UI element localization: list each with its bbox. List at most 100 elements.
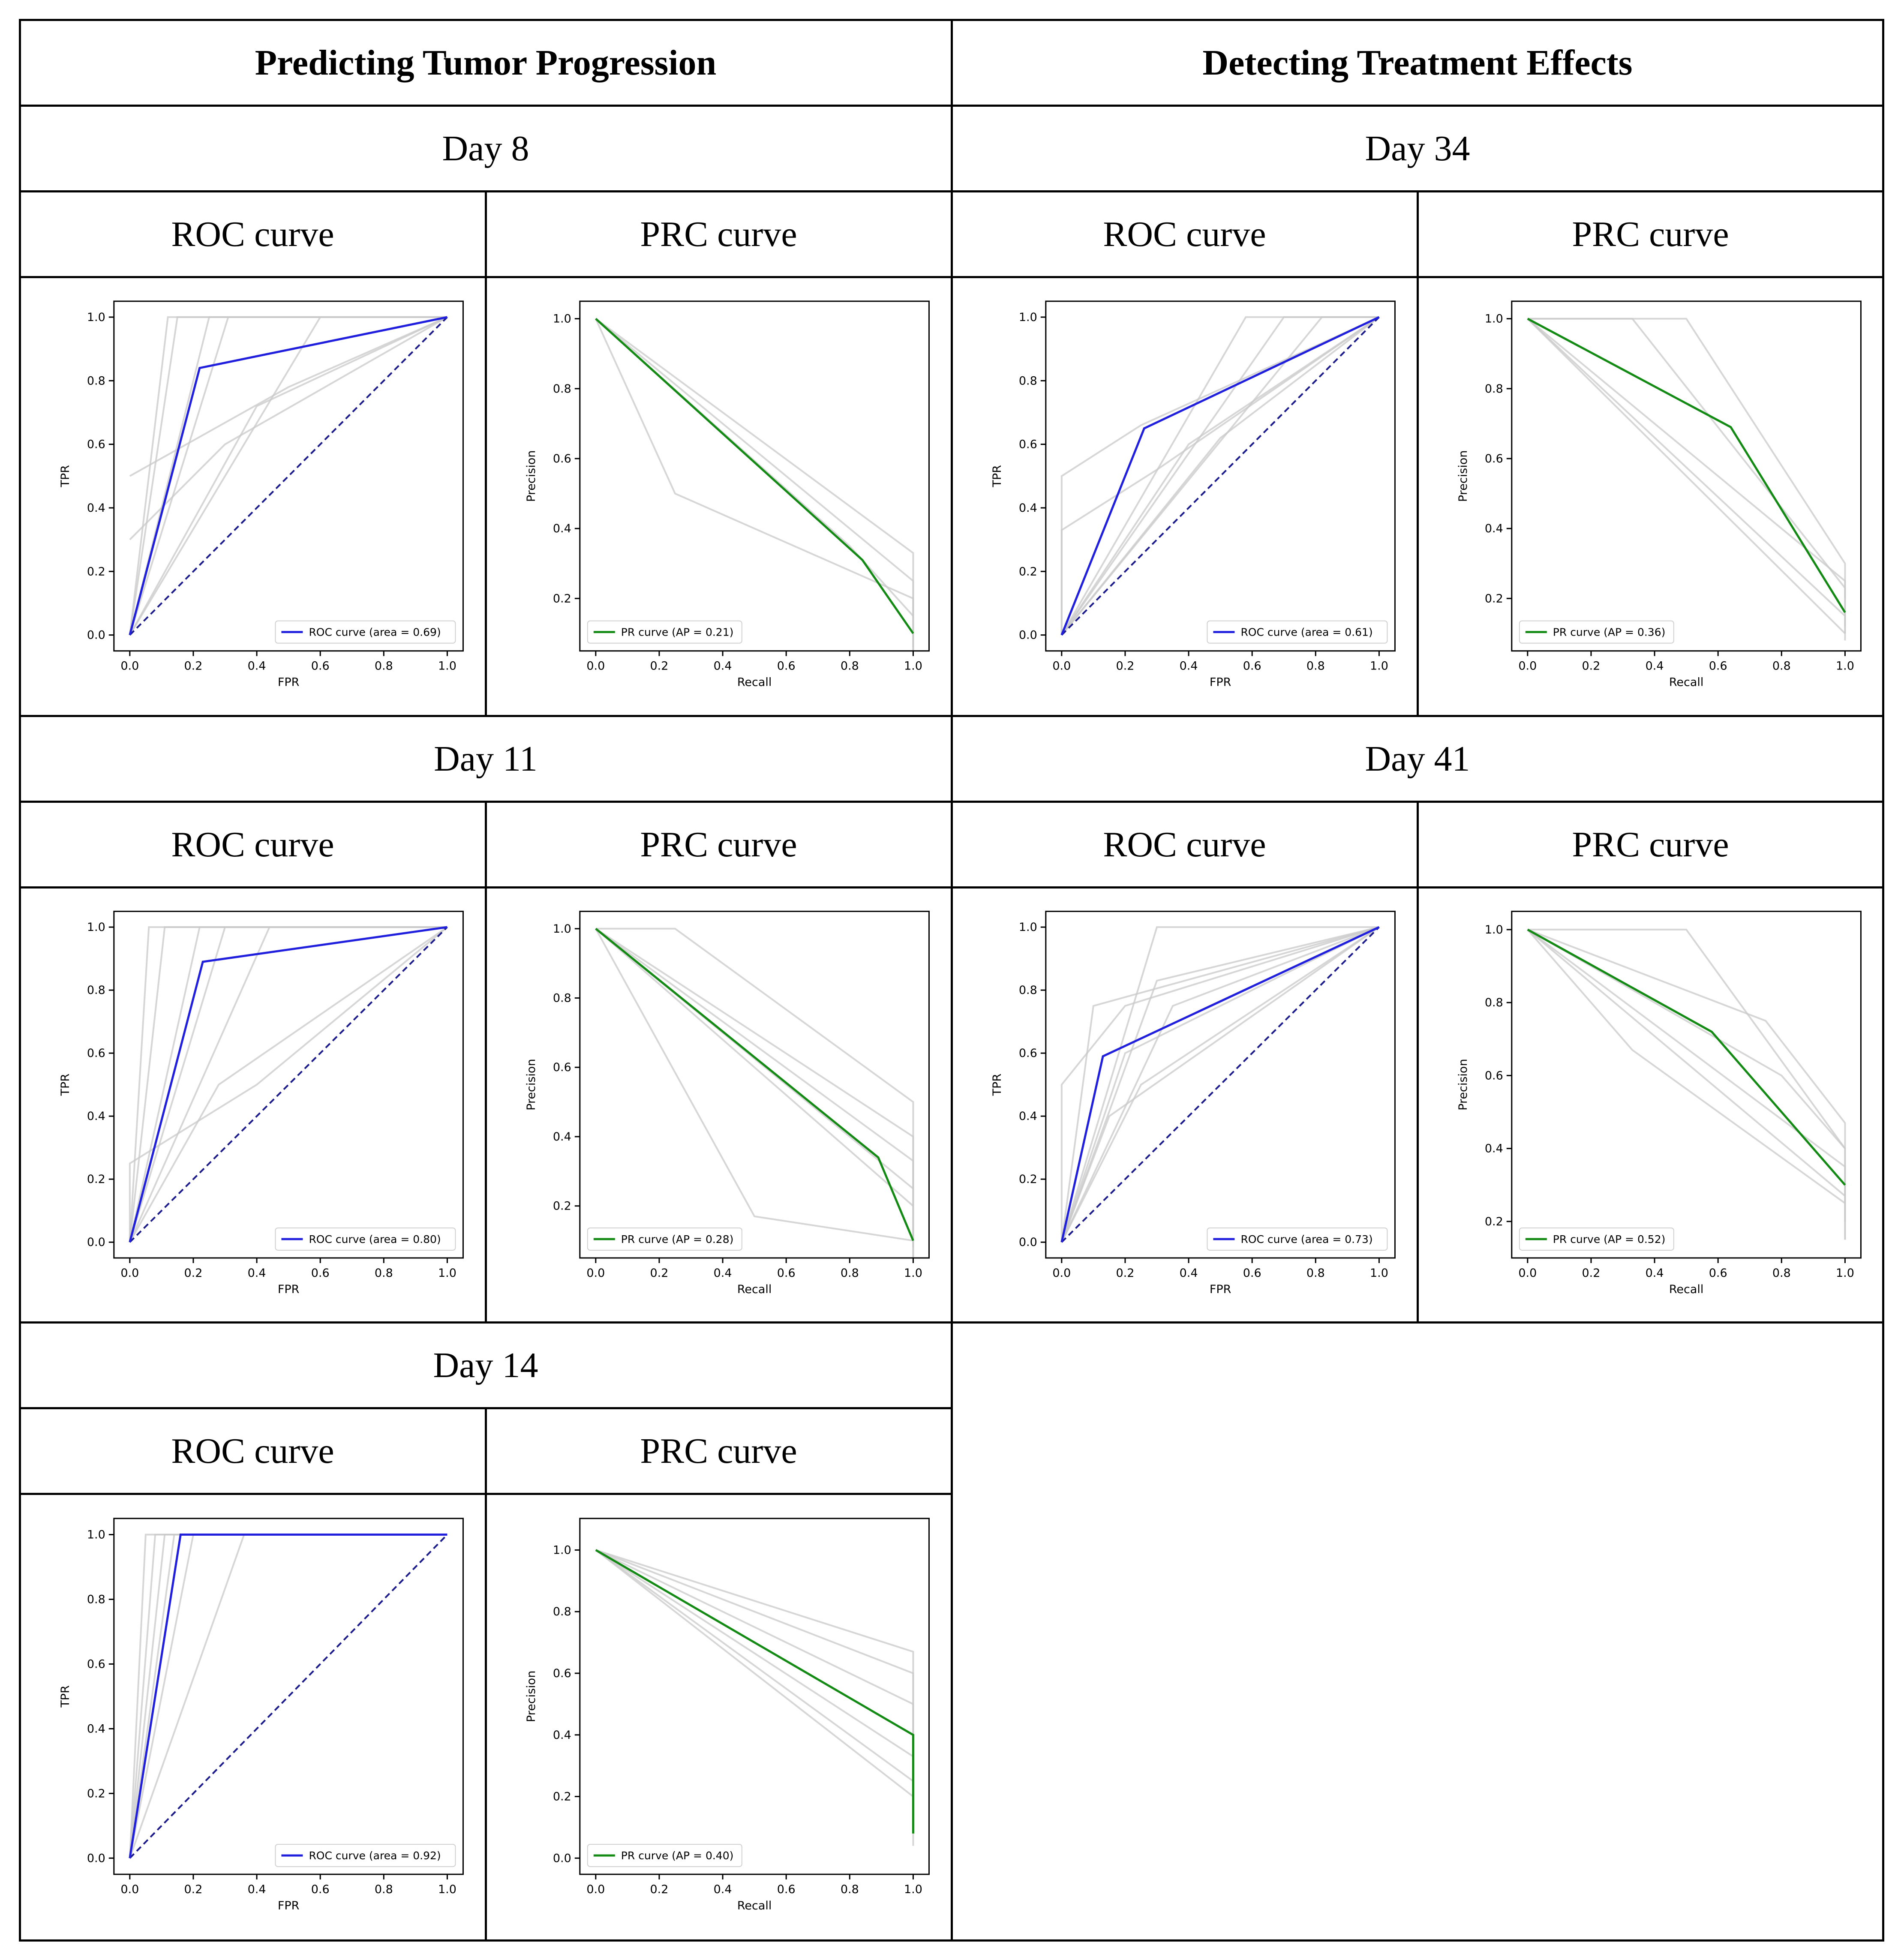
y-tick-label: 0.4 bbox=[1485, 522, 1503, 535]
legend-label: PR curve (AP = 0.36) bbox=[1553, 626, 1666, 639]
legend-box bbox=[587, 1844, 742, 1867]
y-tick-label: 0.4 bbox=[553, 1130, 571, 1144]
y-tick-label: 0.2 bbox=[553, 1790, 571, 1804]
background-curve bbox=[595, 1549, 914, 1812]
x-tick-label: 0.2 bbox=[184, 660, 202, 673]
x-axis-label: FPR bbox=[278, 1899, 300, 1912]
y-tick-label: 0.0 bbox=[87, 629, 105, 642]
roc-title-d8: ROC curve bbox=[171, 214, 334, 254]
y-tick-label: 1.0 bbox=[87, 921, 105, 934]
x-tick-label: 0.6 bbox=[1709, 660, 1727, 673]
background-curve bbox=[129, 316, 447, 636]
axes-frame bbox=[579, 300, 930, 652]
legend-box bbox=[1207, 1227, 1388, 1251]
roc-title-d41: ROC curve bbox=[1103, 824, 1266, 864]
y-tick-label: 0.8 bbox=[553, 992, 571, 1005]
x-tick-label: 0.2 bbox=[1116, 660, 1134, 673]
y-tick-label: 0.2 bbox=[553, 592, 571, 605]
y-tick-label: 0.4 bbox=[87, 501, 105, 515]
roc-title-d11: ROC curve bbox=[171, 824, 334, 864]
pr-curve-line bbox=[595, 318, 914, 634]
axes-frame bbox=[579, 1518, 930, 1875]
y-tick-label: 0.6 bbox=[553, 1667, 571, 1680]
x-tick-label: 0.0 bbox=[1052, 660, 1071, 673]
background-curve bbox=[1060, 926, 1379, 1243]
roc-curve-line bbox=[129, 316, 447, 636]
y-tick-label: 1.0 bbox=[1485, 923, 1503, 936]
x-tick-label: 1.0 bbox=[1836, 1267, 1854, 1280]
grid-line bbox=[951, 19, 953, 1942]
x-tick-label: 0.8 bbox=[375, 1267, 393, 1280]
x-tick-label: 0.8 bbox=[841, 1883, 859, 1896]
legend-box bbox=[275, 1844, 456, 1867]
y-tick-label: 0.2 bbox=[1485, 1215, 1503, 1228]
background-curve bbox=[595, 928, 914, 1258]
y-tick-label: 0.6 bbox=[1485, 452, 1503, 465]
legend-box bbox=[1519, 1227, 1674, 1251]
chart-d41-prc: 0.0 0.2 0.4 0.6 0.8 1.0 0.2 0.4 0.6 0.8 1.0 Recall P… bbox=[1457, 910, 1862, 1296]
legend-label: ROC curve (area = 0.73) bbox=[1240, 1233, 1372, 1246]
background-curve bbox=[1061, 316, 1379, 636]
x-tick-label: 0.2 bbox=[650, 1883, 668, 1896]
prc-title-d41: PRC curve bbox=[1572, 824, 1729, 864]
y-tick-label: 0.4 bbox=[87, 1722, 105, 1735]
grid-line bbox=[485, 801, 487, 1323]
background-curve bbox=[129, 316, 447, 636]
legend-label: PR curve (AP = 0.28) bbox=[621, 1233, 734, 1246]
y-tick-label: 0.0 bbox=[553, 1852, 571, 1865]
x-axis-label: Recall bbox=[737, 676, 772, 689]
y-axis-label: TPR bbox=[59, 1685, 72, 1708]
background-curve bbox=[129, 316, 448, 636]
chart-d8-roc: 0.0 0.2 0.4 0.6 0.8 1.0 0.0 0.2 0.4 0.6 0.8 1.0 FPR T… bbox=[59, 300, 464, 689]
x-tick-label: 0.0 bbox=[1518, 1267, 1537, 1280]
x-tick-label: 0.8 bbox=[841, 660, 859, 673]
x-tick-label: 0.2 bbox=[1116, 1267, 1134, 1280]
y-tick-label: 0.4 bbox=[1019, 1110, 1037, 1123]
x-tick-label: 1.0 bbox=[1370, 660, 1388, 673]
grid-line bbox=[1417, 801, 1419, 1323]
background-curve bbox=[595, 318, 914, 633]
y-axis-label: TPR bbox=[991, 465, 1004, 488]
x-tick-label: 0.4 bbox=[248, 660, 266, 673]
y-tick-label: 0.8 bbox=[87, 984, 105, 997]
day-41-label: Day 41 bbox=[1365, 738, 1470, 779]
x-tick-label: 0.4 bbox=[248, 1883, 266, 1896]
x-tick-label: 0.6 bbox=[777, 1883, 796, 1896]
x-tick-label: 0.4 bbox=[1180, 1267, 1198, 1280]
y-tick-label: 1.0 bbox=[87, 311, 105, 324]
y-tick-label: 0.8 bbox=[553, 1605, 571, 1618]
background-curve bbox=[1527, 318, 1846, 634]
header-detecting-effects: Detecting Treatment Effects bbox=[1202, 42, 1633, 83]
x-tick-label: 0.6 bbox=[1243, 1267, 1261, 1280]
legend-label: ROC curve (area = 0.69) bbox=[309, 626, 441, 639]
x-axis-label: Recall bbox=[737, 1283, 772, 1296]
axes-frame bbox=[1045, 910, 1396, 1259]
y-tick-label: 1.0 bbox=[87, 1528, 105, 1542]
pr-curve-line bbox=[1527, 928, 1846, 1186]
axes-frame bbox=[1511, 300, 1862, 652]
x-tick-label: 0.0 bbox=[120, 1883, 139, 1896]
x-tick-label: 1.0 bbox=[904, 1883, 922, 1896]
chart-d41-roc: 0.0 0.2 0.4 0.6 0.8 1.0 0.0 0.2 0.4 0.6 0.8 1.0 FPR T… bbox=[991, 910, 1396, 1296]
background-curve bbox=[1060, 926, 1380, 1243]
legend-label: PR curve (AP = 0.52) bbox=[1553, 1233, 1666, 1246]
y-tick-label: 0.6 bbox=[553, 452, 571, 465]
x-tick-label: 1.0 bbox=[438, 1267, 456, 1280]
roc-title-d34: ROC curve bbox=[1103, 214, 1266, 254]
background-curve bbox=[1527, 929, 1846, 1204]
background-curve bbox=[595, 927, 914, 1241]
y-axis-label: TPR bbox=[59, 465, 72, 488]
background-curve bbox=[129, 926, 447, 1243]
x-tick-label: 0.8 bbox=[841, 1267, 859, 1280]
x-tick-label: 0.2 bbox=[184, 1883, 202, 1896]
header-predicting-progression: Predicting Tumor Progression bbox=[255, 42, 717, 83]
x-tick-label: 0.2 bbox=[184, 1267, 202, 1280]
day-11-label: Day 11 bbox=[434, 738, 538, 779]
axes-frame bbox=[579, 910, 930, 1259]
prc-title-d8: PRC curve bbox=[640, 214, 797, 254]
roc-curve-line bbox=[1060, 316, 1380, 636]
legend-box bbox=[1519, 620, 1674, 644]
grid-line bbox=[1882, 19, 1884, 1942]
background-curve bbox=[1061, 926, 1380, 1243]
x-tick-label: 0.8 bbox=[1772, 660, 1791, 673]
